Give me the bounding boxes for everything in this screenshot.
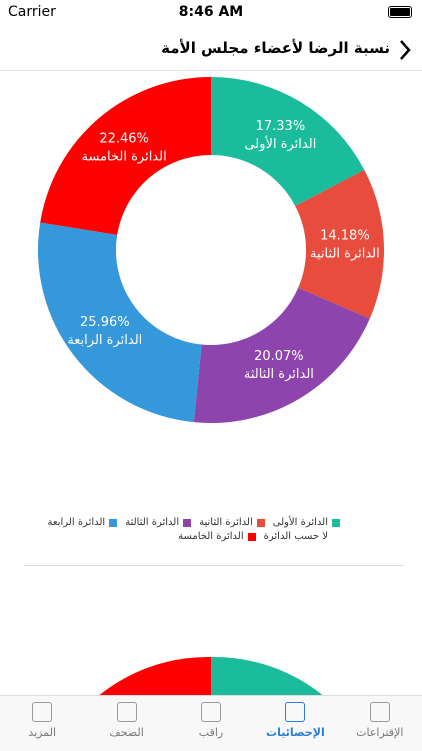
legend-swatch — [247, 532, 256, 541]
tab-icon — [32, 702, 53, 722]
donut-slice — [193, 287, 370, 423]
tab-label: الصحف — [109, 726, 144, 739]
second-chart-preview — [99, 656, 323, 695]
slice-value-label: 25.96% — [80, 315, 130, 330]
legend-label: الدائرة الخامسة — [178, 531, 244, 542]
slice-value-label: 14.18% — [320, 229, 370, 244]
slice-category-label: الدائرة الثالثة — [244, 367, 314, 382]
clock: 8:46 AM — [178, 4, 244, 20]
slice-category-label: الدائرة الثانية — [310, 247, 380, 262]
legend-swatch — [183, 518, 192, 527]
legend-label: الدائرة الرابعة — [47, 517, 106, 528]
tab-icon — [285, 702, 306, 722]
legend-swatch — [256, 518, 265, 527]
inner-ring — [116, 155, 306, 345]
tab-label: الإقتراعات — [356, 726, 404, 739]
tab-label: المزيد — [28, 726, 56, 739]
carrier: Carrier — [8, 4, 56, 20]
donut-slice — [40, 77, 212, 235]
legend-item: لا حسب الدائرة — [264, 531, 340, 542]
donut-slice — [37, 222, 202, 423]
legend-label: لا حسب الدائرة — [263, 531, 328, 542]
legend-swatch — [109, 518, 118, 527]
slice-category-label: الدائرة الرابعة — [67, 333, 142, 348]
legend-item: الدائرة الرابعة — [48, 517, 118, 528]
legend: الدائرة الأولى الدائرة الثانية الدائرة الث… — [20, 517, 340, 542]
legend-item: الدائرة الثانية — [199, 517, 265, 528]
legend-label: الدائرة الأولى — [272, 517, 328, 528]
tab-label: راقب — [198, 726, 224, 739]
legend-item: الدائرة الخامسة — [178, 531, 256, 542]
legend-item: الدائرة الأولى — [273, 517, 340, 528]
tab-icon — [369, 702, 390, 722]
tab[interactable]: الإحصائيات — [253, 696, 337, 751]
legend-item: الدائرة الثالثة — [125, 517, 192, 528]
donut-slice — [295, 169, 384, 319]
legend-swatch — [332, 518, 340, 527]
slice-category-label: الدائرة الأولى — [244, 135, 316, 152]
slice-value-label: 20.07% — [254, 349, 304, 364]
slice-category-label: الدائرة الخامسة — [82, 149, 167, 164]
legend-label: الدائرة الثانية — [199, 517, 253, 528]
tab[interactable]: المزيد — [0, 696, 84, 751]
status-bar: Carrier 8:46 AM — [0, 0, 422, 24]
battery — [388, 6, 412, 18]
slice-value-label: 22.46% — [99, 131, 149, 146]
separator — [24, 565, 404, 566]
tab-icon — [116, 702, 137, 722]
legend-swatch — [332, 532, 340, 541]
legend-label: الدائرة الثالثة — [125, 517, 180, 528]
tab-bar: الإقتراعات الإحصائيات راقب الصحف المزيد — [0, 695, 422, 751]
tab-label: الإحصائيات — [266, 726, 325, 739]
donut-slice — [211, 77, 365, 206]
tab-icon — [200, 702, 221, 722]
tab[interactable]: الصحف — [84, 696, 168, 751]
chart: 17.33%الدائرة الأولى 14.18% الدائرة الثاني… — [37, 77, 384, 423]
page-title: نسبة الرضا لأعضاء مجلس الأمة — [161, 39, 390, 57]
tab[interactable]: راقب — [169, 696, 253, 751]
tab[interactable]: الإقتراعات — [338, 696, 422, 751]
slice-value-label: 17.33% — [256, 119, 306, 134]
back-button[interactable] — [398, 38, 412, 62]
nav-bar: نسبة الرضا لأعضاء مجلس الأمة — [0, 30, 422, 71]
